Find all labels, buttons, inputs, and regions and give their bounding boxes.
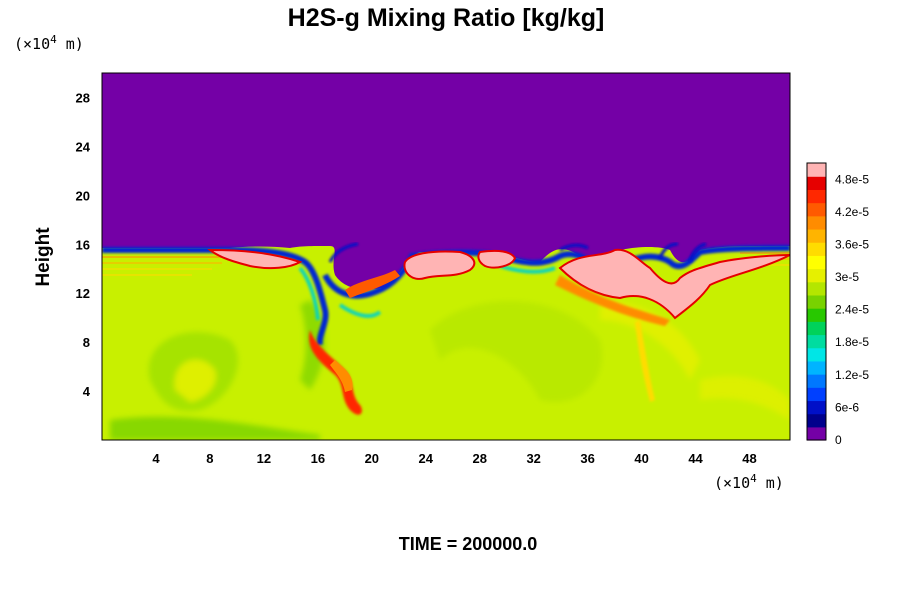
x-tick-label: 20 (365, 451, 379, 466)
colorbar-segment (807, 400, 826, 415)
colorbar-tick-label: 4.8e-5 (835, 172, 869, 186)
field-cyan-band (298, 264, 556, 321)
colorbar-segment (807, 374, 826, 388)
colorbar-tick-label: 1.2e-5 (835, 368, 869, 382)
plot-frame (101, 72, 791, 441)
x-tick-label: 8 (206, 451, 213, 466)
high-concentration-lobes (207, 248, 790, 415)
colorbar-segment (807, 321, 826, 336)
colorbar-tick-label: 3e-5 (835, 270, 859, 284)
colorbar-segment (807, 228, 826, 243)
x-tick-label: 40 (634, 451, 648, 466)
x-tick-label: 44 (688, 451, 703, 466)
chart-title: H2S-g Mixing Ratio [kg/kg] (288, 4, 605, 32)
colorbar-tick-label: 2.4e-5 (835, 303, 869, 317)
colorbar-segment (807, 308, 826, 322)
colorbar-segment (807, 334, 826, 349)
field-edge-band (102, 245, 790, 346)
y-unit-suffix: m) (57, 35, 84, 53)
y-axis-ticks: 4 8 12 16 20 24 28 (76, 90, 91, 399)
y-tick-label: 12 (76, 286, 90, 301)
field-upper-region (102, 73, 790, 290)
y-tick-label: 28 (76, 90, 90, 105)
x-tick-label: 24 (419, 451, 434, 466)
colorbar-segment (807, 413, 826, 428)
x-tick-label: 32 (526, 451, 540, 466)
y-unit-prefix: (×10 (14, 35, 50, 53)
x-tick-label: 28 (472, 451, 486, 466)
colorbar-segment (807, 360, 826, 375)
colorbar-tick-label: 4.2e-5 (835, 205, 869, 219)
colorbar (806, 162, 827, 441)
x-tick-label: 36 (580, 451, 594, 466)
colorbar-segment (807, 281, 826, 296)
y-tick-label: 8 (83, 335, 90, 350)
eddy-structures (110, 300, 790, 440)
colorbar-segment (807, 215, 826, 230)
colorbar-segment (807, 347, 826, 362)
colorbar-segment (807, 202, 826, 217)
colorbar-segment (807, 255, 826, 270)
colorbar-segment (807, 176, 826, 190)
x-tick-label: 16 (311, 451, 325, 466)
colorbar-segment (807, 294, 826, 309)
x-axis-unit: (×104 m) (714, 472, 784, 492)
x-tick-label: 48 (742, 451, 756, 466)
x-unit-suffix: m) (757, 474, 784, 492)
y-tick-label: 4 (83, 384, 91, 399)
colorbar-segment (807, 387, 826, 402)
y-tick-label: 20 (76, 188, 90, 203)
colorbar-segment (807, 268, 826, 283)
colorbar-segment (807, 189, 826, 204)
x-axis-ticks: 4 8 12 16 20 24 28 32 36 40 44 48 (152, 451, 756, 466)
x-unit-exponent: 4 (750, 472, 757, 485)
y-tick-label: 16 (76, 237, 90, 252)
x-tick-label: 4 (152, 451, 160, 466)
x-unit-prefix: (×10 (714, 474, 750, 492)
y-tick-label: 24 (76, 139, 91, 154)
colorbar-segment (807, 163, 826, 177)
y-axis-unit: (×104 m) (14, 33, 84, 53)
dark-wisps (328, 242, 707, 263)
colorbar-frame (806, 162, 827, 441)
colorbar-tick-label: 1.8e-5 (835, 335, 869, 349)
colorbar-segment (807, 426, 826, 441)
y-unit-exponent: 4 (50, 33, 57, 46)
colorbar-ticks: 0 6e-6 1.2e-5 1.8e-5 2.4e-5 3e-5 3.6e-5 4.2e-5 4… (835, 172, 869, 447)
colorbar-tick-label: 6e-6 (835, 400, 859, 414)
colorbar-segment (807, 242, 826, 256)
colorbar-tick-label: 3.6e-5 (835, 237, 869, 251)
y-axis-label: Height (33, 227, 54, 287)
time-label: TIME = 200000.0 (399, 534, 538, 554)
x-tick-label: 12 (257, 451, 271, 466)
colorbar-tick-label: 0 (835, 433, 842, 447)
plot-area (102, 73, 790, 440)
